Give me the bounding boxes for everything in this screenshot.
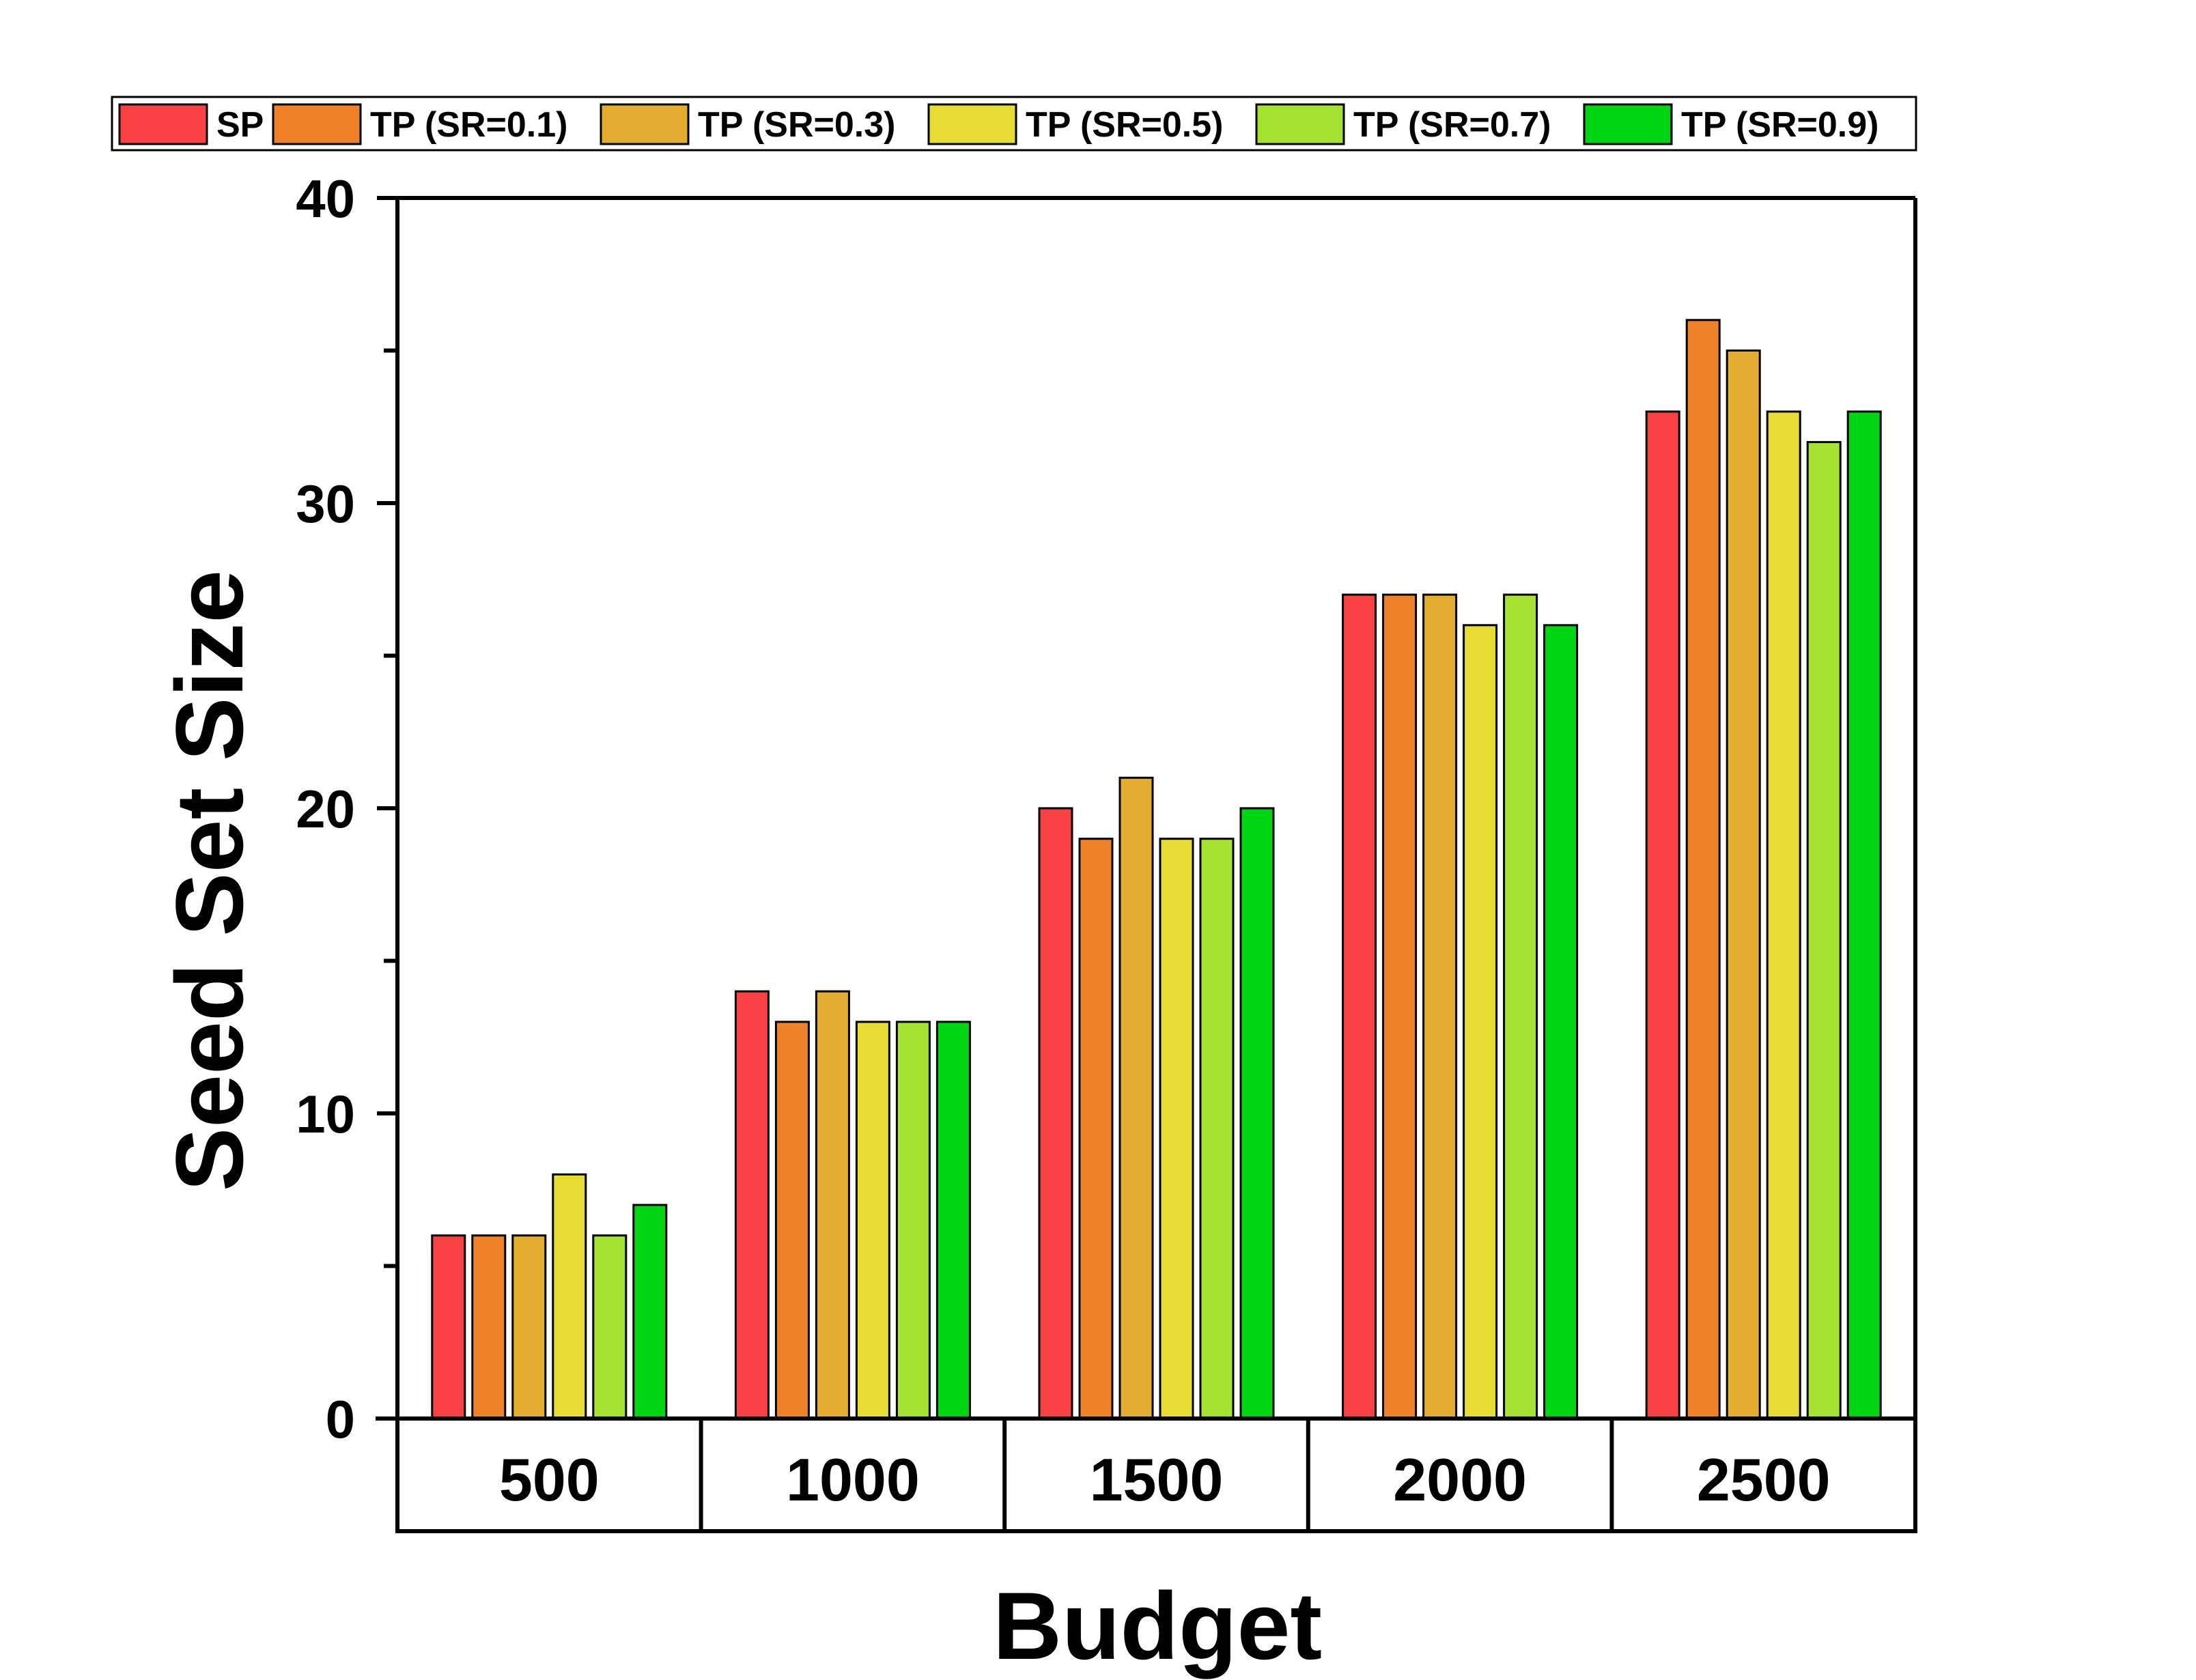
category-boxes: 500 1000 1500 2000 2500 (395, 1419, 1917, 1533)
bar-2500-tp-sr-0.7 (1806, 441, 1842, 1420)
x-category-label-1500: 1500 (1090, 1446, 1224, 1513)
legend: SP TP (SR=0.1) TP (SR=0.3) TP (SR=0.5) TP (S… (111, 96, 1917, 152)
bar-500-tp-sr-0.7 (592, 1234, 628, 1420)
bar-1000-tp-sr-0.1 (774, 1021, 810, 1420)
legend-swatch-1 (272, 103, 362, 145)
bar-2500-tp-sr-0.3 (1726, 350, 1761, 1420)
bar-1000-tp-sr-0.3 (815, 990, 850, 1420)
x-category-label-2500: 2500 (1697, 1446, 1831, 1513)
bar-2000-tp-sr-0.9 (1543, 624, 1579, 1420)
bar-1500-tp-sr-0.7 (1199, 838, 1235, 1420)
legend-swatch-0 (118, 103, 208, 145)
bar-2000-tp-sr-0.5 (1463, 624, 1498, 1420)
bar-500-tp-sr-0.9 (632, 1204, 668, 1420)
bar-1500-sp (1038, 807, 1073, 1420)
bar-500-tp-sr-0.1 (471, 1234, 507, 1420)
legend-swatch-3 (927, 103, 1017, 145)
bar-2500-sp (1645, 410, 1680, 1420)
bar-1000-tp-sr-0.9 (935, 1021, 971, 1420)
bar-2500-tp-sr-0.5 (1766, 410, 1801, 1420)
legend-swatch-5 (1583, 103, 1673, 145)
legend-swatch-2 (600, 103, 690, 145)
y-tick-label-20: 20 (296, 779, 355, 839)
bar-2500-tp-sr-0.9 (1846, 410, 1882, 1420)
bar-1500-tp-sr-0.1 (1078, 838, 1114, 1420)
bar-2000-sp (1342, 593, 1377, 1420)
legend-swatch-4 (1255, 103, 1345, 145)
y-tick-label-40: 40 (296, 169, 355, 229)
y-tick-label-0: 0 (326, 1389, 355, 1449)
x-category-label-2000: 2000 (1393, 1446, 1527, 1513)
legend-label-2: TP (SR=0.3) (698, 105, 895, 145)
y-axis-title: Seed Set Size (156, 570, 263, 1191)
bars-group (431, 319, 1882, 1420)
bar-2000-tp-sr-0.1 (1382, 593, 1418, 1420)
legend-label-4: TP (SR=0.7) (1353, 105, 1551, 145)
bar-1500-tp-sr-0.5 (1159, 838, 1194, 1420)
x-category-label-500: 500 (499, 1446, 600, 1513)
bar-500-sp (431, 1234, 466, 1420)
x-category-label-1000: 1000 (786, 1446, 920, 1513)
legend-label-3: TP (SR=0.5) (1026, 105, 1223, 145)
bar-1000-tp-sr-0.7 (895, 1021, 931, 1420)
y-tick-label-10: 10 (296, 1084, 355, 1144)
bar-2000-tp-sr-0.3 (1422, 593, 1458, 1420)
legend-label-5: TP (SR=0.9) (1681, 105, 1878, 145)
bar-500-tp-sr-0.3 (511, 1234, 547, 1420)
bar-1000-sp (734, 990, 770, 1420)
bar-1500-tp-sr-0.9 (1239, 807, 1275, 1420)
bar-2500-tp-sr-0.1 (1685, 319, 1721, 1420)
bar-1000-tp-sr-0.5 (855, 1021, 890, 1420)
bar-500-tp-sr-0.5 (552, 1173, 587, 1420)
bar-1500-tp-sr-0.3 (1118, 776, 1154, 1420)
legend-label-1: TP (SR=0.1) (370, 105, 567, 145)
x-axis-title: Budget (993, 1572, 1322, 1679)
axes-group: 0 10 20 30 40 (296, 169, 1917, 1449)
y-tick-label-30: 30 (296, 474, 355, 534)
bar-2000-tp-sr-0.7 (1503, 593, 1538, 1420)
legend-label-0: SP (216, 105, 264, 145)
